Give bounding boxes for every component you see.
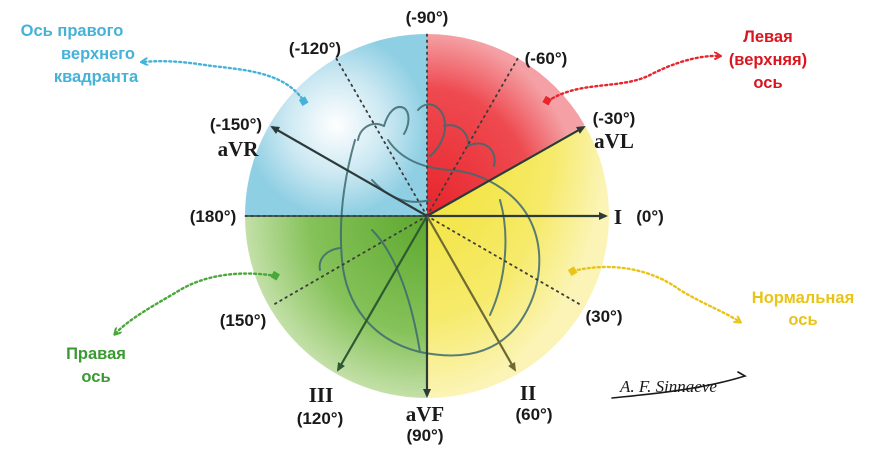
- lead-label-avf: aVF: [406, 402, 445, 426]
- pointer-normal: [571, 265, 740, 322]
- degree-label-d60: (60°): [515, 405, 552, 424]
- axis-avr: [270, 126, 428, 217]
- marker-square-red: [542, 95, 552, 106]
- degree-label-m60: (-60°): [525, 49, 568, 68]
- degree-label-d0: (0°): [636, 207, 664, 226]
- quadrant-title-right-upper-line3: квадранта: [54, 68, 139, 86]
- marker-square-blue: [298, 96, 309, 106]
- degree-label-m120: (-120°): [289, 39, 341, 58]
- lead-label-avr: aVR: [218, 137, 260, 161]
- degree-label-m150: (-150°): [210, 115, 262, 134]
- quadrant-title-right-upper-line1: Ось правого: [21, 22, 124, 40]
- quadrant-title-normal-line1: Нормальная: [752, 289, 854, 307]
- lead-label-avl: aVL: [594, 129, 634, 153]
- lead-label-i: I: [614, 205, 622, 229]
- quadrant-left-upper: [427, 34, 585, 216]
- quadrant-title-normal: Нормальная ось: [752, 289, 854, 329]
- heart-outline-icon: [318, 103, 541, 357]
- lead-label-ii: II: [520, 381, 536, 405]
- pointer-right-upper: [142, 61, 307, 105]
- quadrant-title-left-upper-line1: Левая: [743, 28, 792, 46]
- author-signature: A. F. Sinnaeve: [611, 371, 747, 399]
- lead-axes: [245, 126, 608, 398]
- degree-label-d30: (30°): [585, 307, 622, 326]
- axis-ii: [426, 215, 516, 372]
- degree-label-d90: (90°): [406, 426, 443, 445]
- quadrant-title-right-line1: Правая: [66, 345, 126, 363]
- pointer-left-upper: [546, 56, 720, 103]
- quadrant-right: [245, 216, 427, 398]
- quadrant-title-right-line2: ось: [81, 368, 110, 386]
- quadrant-title-normal-line2: ось: [788, 311, 817, 329]
- quadrant-right-upper: [245, 34, 427, 216]
- degree-label-d120: (120°): [297, 409, 343, 428]
- axis-iii: [336, 215, 428, 372]
- degree-label-m90: (-90°): [406, 8, 449, 27]
- lead-label-iii: III: [309, 383, 334, 407]
- quadrant-title-right-upper: Ось правого верхнего квадранта: [21, 22, 139, 86]
- axis-avl: [426, 126, 586, 217]
- quadrant-title-right-upper-line2: верхнего: [61, 45, 135, 63]
- quadrant-pointers: [115, 56, 740, 334]
- marker-square-green: [270, 270, 280, 281]
- pointer-right: [115, 272, 278, 334]
- degree-label-d150: (150°): [220, 311, 266, 330]
- marker-square-yellow: [567, 266, 578, 276]
- quadrant-title-left-upper: Левая (верхняя) ось: [729, 28, 807, 92]
- degree-label-m30: (-30°): [593, 109, 636, 128]
- author-signature-text: A. F. Sinnaeve: [619, 377, 717, 396]
- degree-label-d180: (180°): [190, 207, 236, 226]
- quadrant-title-left-upper-line2: (верхняя): [729, 51, 807, 69]
- quadrant-title-right: Правая ось: [66, 345, 126, 386]
- quadrant-normal: [427, 125, 609, 398]
- quadrant-title-left-upper-line3: ось: [753, 74, 782, 92]
